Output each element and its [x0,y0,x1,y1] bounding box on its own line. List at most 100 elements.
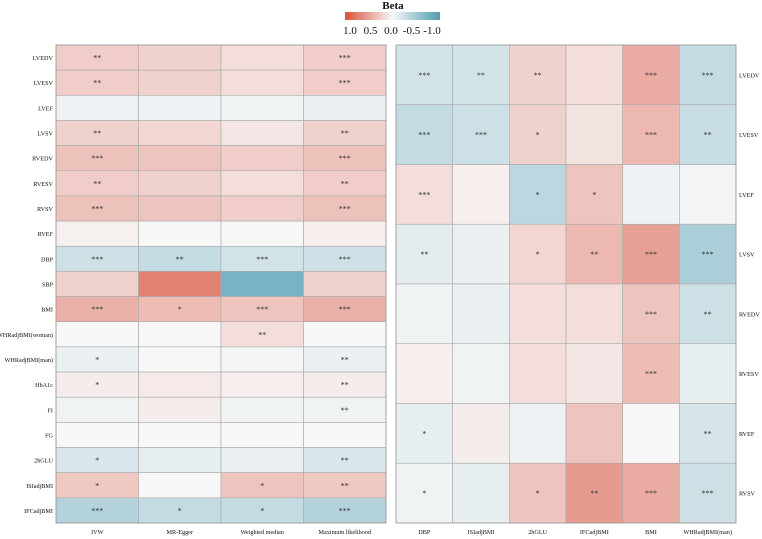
significance-label: ** [704,310,712,319]
row-label: RVEDV [32,156,53,163]
heatmap-cell [565,462,623,524]
legend-colorbar [345,12,440,20]
significance-label: *** [418,131,430,140]
heatmap-cell [220,422,304,448]
heatmap-cell [55,472,139,499]
row-label: RVSV [739,491,756,498]
significance-label: ** [176,255,184,264]
significance-label: ** [341,179,349,188]
column-label: WHRadjBMI(man) [683,529,731,536]
significance-label: *** [339,305,351,314]
column-label: IFCadjBMI [580,529,609,536]
heatmap-cell [565,44,623,106]
row-label: LVEF [38,105,53,112]
significance-label: * [422,429,426,438]
heatmap-cell [220,346,304,373]
heatmap-cell [303,321,387,348]
heatmap-cell [55,44,139,71]
column-label: DBP [418,529,431,536]
heatmap-panel-left: ** ***** ***** ***** ***** ***** ****** ** *** **… [0,44,387,536]
significance-label: ** [341,129,349,138]
heatmap-cell [55,346,139,373]
column-label: IVW [91,529,104,536]
heatmap-cell [138,170,222,197]
significance-label: ** [258,330,266,339]
significance-label: ** [534,71,542,80]
significance-label: ** [341,481,349,490]
heatmap-cell [220,271,304,297]
heatmap-cell [138,321,222,348]
heatmap-cell [303,170,387,197]
heatmap-cell [452,283,510,345]
heatmap-cell [138,120,222,146]
color-legend: Beta 1.0 0.5 0.0 -0.5 -1.0 [343,0,441,37]
significance-label: *** [91,255,103,264]
heatmap-cell [138,145,222,172]
significance-label: ** [704,429,712,438]
significance-label: *** [91,506,103,515]
significance-label: *** [645,250,657,259]
heatmap-cell [509,44,567,106]
significance-label: ** [341,381,349,390]
row-label: RVEDV [739,311,760,318]
significance-label: ** [420,250,428,259]
heatmap-cell [303,120,387,146]
heatmap-cell [679,223,737,285]
heatmap-cell [452,343,510,404]
row-label: DBP [41,256,54,263]
row-label: SBP [42,282,54,289]
heatmap-cell [565,283,623,345]
heatmap-cell [622,104,680,165]
significance-label: * [592,190,596,199]
significance-label: ** [590,489,598,498]
heatmap-cell [138,69,222,96]
significance-label: *** [645,131,657,140]
heatmap-cell [303,371,387,398]
column-label: Weighted median [241,529,284,536]
heatmap-cell [679,104,737,165]
significance-label: ** [93,129,101,138]
heatmap-cell [622,164,680,225]
row-label: LVSV [739,252,755,259]
row-label: IFCadjBMI [24,508,53,515]
heatmap-cell [55,271,139,297]
heatmap-cell [395,343,453,404]
heatmap-cell [220,220,304,247]
heatmap-cell [138,422,222,448]
heatmap-cell [679,343,737,404]
heatmap-cell [303,472,387,499]
heatmap-cell [138,220,222,247]
significance-label: * [536,131,540,140]
heatmap-cell [220,145,304,172]
significance-label: * [95,481,99,490]
heatmap-cell [138,472,222,499]
heatmap-cell [303,195,387,222]
row-label: RVEF [38,231,54,238]
significance-label: ** [341,406,349,415]
significance-label: * [260,506,264,515]
significance-label: *** [418,190,430,199]
legend-tick-labels: 1.0 0.5 0.0 -0.5 -1.0 [343,25,441,37]
column-label: BMI [645,529,657,536]
heatmap-cell [303,346,387,373]
significance-label: *** [339,54,351,63]
significance-label: *** [339,205,351,214]
heatmap-cell [55,422,139,448]
row-label: RVSV [37,206,54,213]
significance-label: * [95,456,99,465]
heatmap-cell [55,95,139,121]
significance-label: * [422,489,426,498]
heatmap-cell [55,220,139,247]
heatmap-cell [220,44,304,71]
heatmap-cell [509,223,567,285]
heatmap-cell [55,396,139,423]
row-label: HbA1c [35,382,53,389]
heatmap-cell [138,371,222,398]
significance-label: *** [339,506,351,515]
heatmap-cell [138,346,222,373]
significance-label: *** [339,79,351,88]
heatmap-cell [452,104,510,165]
significance-label: ** [341,456,349,465]
heatmap-cell [509,343,567,404]
